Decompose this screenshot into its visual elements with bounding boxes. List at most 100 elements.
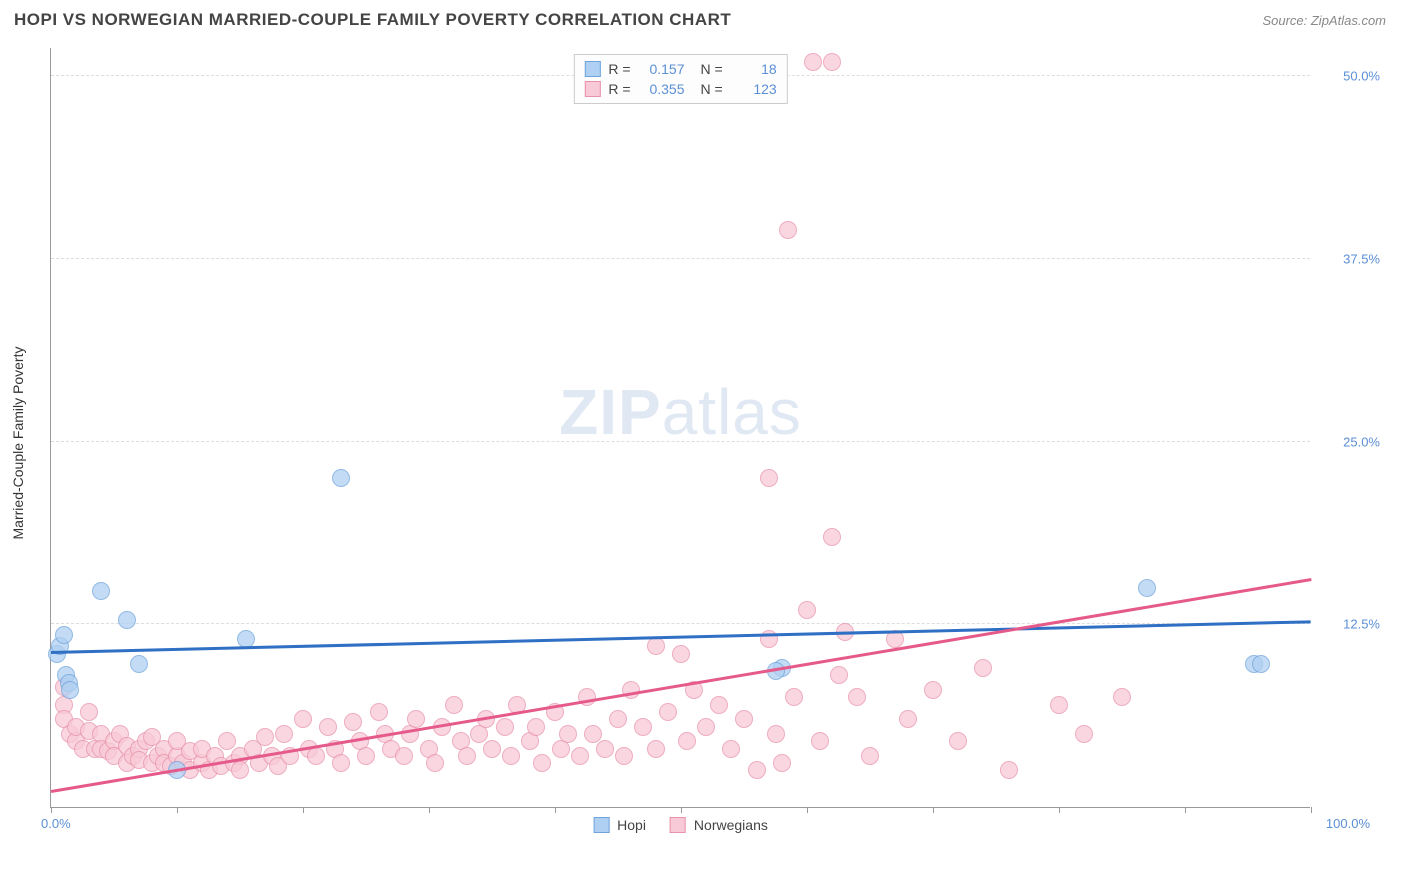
data-point — [622, 681, 640, 699]
legend-swatch — [584, 61, 600, 77]
data-point — [861, 747, 879, 765]
data-point — [811, 732, 829, 750]
legend-series-name: Norwegians — [694, 817, 768, 833]
x-tick — [303, 807, 304, 813]
data-point — [974, 659, 992, 677]
legend-R-value: 0.157 — [639, 61, 685, 77]
data-point — [760, 469, 778, 487]
y-tick-label: 25.0% — [1320, 434, 1380, 449]
data-point — [118, 611, 136, 629]
data-point — [332, 469, 350, 487]
legend-R-label: R = — [608, 81, 630, 97]
data-point — [672, 645, 690, 663]
data-point — [571, 747, 589, 765]
x-tick — [1059, 807, 1060, 813]
legend-N-label: N = — [701, 61, 723, 77]
data-point — [407, 710, 425, 728]
data-point — [55, 626, 73, 644]
data-point — [344, 713, 362, 731]
legend-series-item: Hopi — [593, 817, 646, 833]
x-tick — [807, 807, 808, 813]
x-axis-label-left: 0.0% — [41, 816, 71, 831]
chart-title: HOPI VS NORWEGIAN MARRIED-COUPLE FAMILY … — [14, 10, 731, 30]
data-point — [659, 703, 677, 721]
legend-swatch — [584, 81, 600, 97]
data-point — [697, 718, 715, 736]
data-point — [395, 747, 413, 765]
data-point — [370, 703, 388, 721]
data-point — [798, 601, 816, 619]
legend-N-value: 123 — [731, 81, 777, 97]
data-point — [615, 747, 633, 765]
y-axis-label: Married-Couple Family Poverty — [10, 347, 26, 540]
data-point — [899, 710, 917, 728]
y-tick-label: 50.0% — [1320, 69, 1380, 84]
legend-N-label: N = — [701, 81, 723, 97]
data-point — [1075, 725, 1093, 743]
gridline — [51, 258, 1310, 259]
data-point — [748, 761, 766, 779]
data-point — [80, 703, 98, 721]
y-tick-label: 37.5% — [1320, 251, 1380, 266]
data-point — [634, 718, 652, 736]
data-point — [1000, 761, 1018, 779]
legend-swatch — [670, 817, 686, 833]
gridline — [51, 441, 1310, 442]
x-tick — [1311, 807, 1312, 813]
x-axis-label-right: 100.0% — [1326, 816, 1370, 831]
data-point — [294, 710, 312, 728]
legend-series-name: Hopi — [617, 817, 646, 833]
data-point — [578, 688, 596, 706]
legend-swatch — [593, 817, 609, 833]
x-tick — [555, 807, 556, 813]
legend-R-value: 0.355 — [639, 81, 685, 97]
data-point — [458, 747, 476, 765]
x-tick — [933, 807, 934, 813]
data-point — [130, 655, 148, 673]
plot-area: ZIPatlas R =0.157N =18R =0.355N =123 Hop… — [50, 48, 1310, 808]
data-point — [61, 681, 79, 699]
source-label: Source: ZipAtlas.com — [1262, 13, 1386, 28]
data-point — [307, 747, 325, 765]
x-tick — [51, 807, 52, 813]
legend-series-item: Norwegians — [670, 817, 768, 833]
x-tick — [681, 807, 682, 813]
data-point — [502, 747, 520, 765]
data-point — [710, 696, 728, 714]
data-point — [584, 725, 602, 743]
watermark: ZIPatlas — [559, 375, 802, 449]
legend-R-label: R = — [608, 61, 630, 77]
data-point — [609, 710, 627, 728]
x-tick — [177, 807, 178, 813]
data-point — [804, 53, 822, 71]
chart-container: Married-Couple Family Poverty ZIPatlas R… — [50, 48, 1390, 838]
data-point — [735, 710, 753, 728]
data-point — [1252, 655, 1270, 673]
data-point — [823, 53, 841, 71]
data-point — [256, 728, 274, 746]
data-point — [483, 740, 501, 758]
legend-stats: R =0.157N =18R =0.355N =123 — [573, 54, 787, 104]
data-point — [767, 725, 785, 743]
data-point — [924, 681, 942, 699]
legend-series: Hopi Norwegians — [593, 817, 768, 833]
legend-stat-row: R =0.157N =18 — [584, 59, 776, 79]
data-point — [596, 740, 614, 758]
data-point — [722, 740, 740, 758]
data-point — [533, 754, 551, 772]
data-point — [949, 732, 967, 750]
watermark-atlas: atlas — [662, 376, 802, 448]
data-point — [275, 725, 293, 743]
data-point — [823, 528, 841, 546]
x-tick — [1185, 807, 1186, 813]
legend-stat-row: R = 0.355 N = 123 — [584, 79, 776, 99]
x-tick — [429, 807, 430, 813]
data-point — [785, 688, 803, 706]
y-tick-label: 12.5% — [1320, 617, 1380, 632]
data-point — [779, 221, 797, 239]
data-point — [218, 732, 236, 750]
data-point — [332, 754, 350, 772]
data-point — [647, 637, 665, 655]
data-point — [848, 688, 866, 706]
data-point — [426, 754, 444, 772]
